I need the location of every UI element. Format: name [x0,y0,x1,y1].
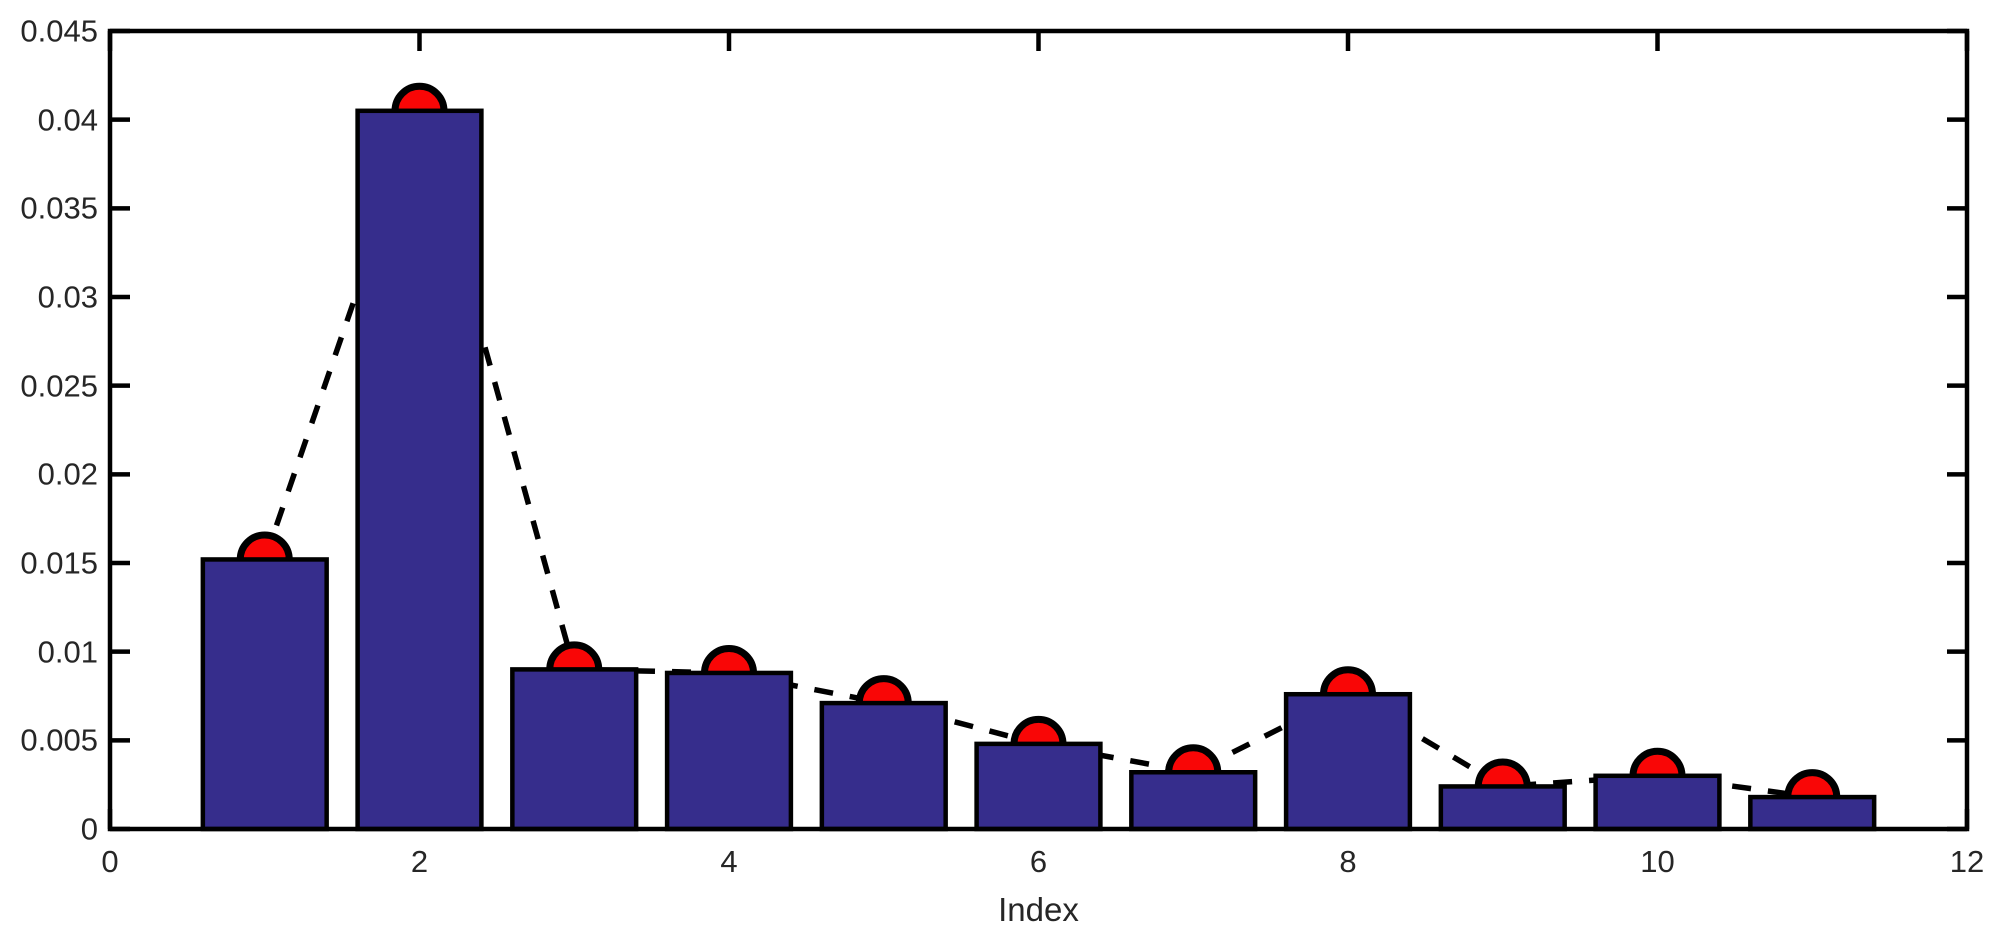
x-tick-label: 2 [410,844,429,879]
y-tick-label: 0.03 [37,279,98,315]
x-tick-label: 10 [1640,844,1675,879]
bar [1748,794,1877,832]
bar [1283,691,1413,832]
y-tick-label: 0.005 [20,722,98,758]
axes-frame [107,28,1970,832]
y-tick-label: 0.045 [20,13,98,49]
bar [1129,770,1258,832]
y-tick-label: 0.04 [37,102,98,138]
bar [819,700,948,832]
y-tick-label: 0.02 [37,456,98,492]
bar [664,670,794,832]
x-tick-label: 12 [1949,844,1985,879]
x-tick-label: 4 [720,844,738,879]
y-tick-label: 0 [80,811,98,847]
x-tick-label: 8 [1339,844,1357,879]
x-tick-label: 6 [1029,844,1048,879]
y-tick-label: 0.035 [20,190,98,226]
bar [1593,773,1722,832]
bar [1438,784,1567,832]
x-axis-title: Index [998,891,1079,928]
y-tick-label: 0.01 [37,634,98,670]
y-tick-label: 0.015 [20,545,98,581]
bar [974,741,1103,832]
y-tick-label: 0.025 [20,368,98,404]
bar [200,557,329,832]
bar-series [200,108,1877,832]
bar [510,667,639,832]
x-tick-label: 0 [101,844,119,879]
bar [355,108,484,832]
